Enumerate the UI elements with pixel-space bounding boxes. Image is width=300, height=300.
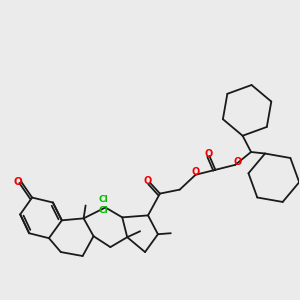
Text: Cl: Cl (98, 195, 108, 204)
Text: O: O (14, 177, 22, 187)
Text: O: O (191, 167, 200, 177)
Text: O: O (144, 176, 152, 186)
Text: O: O (204, 149, 213, 159)
Text: O: O (233, 157, 241, 167)
Text: Cl: Cl (98, 206, 108, 215)
